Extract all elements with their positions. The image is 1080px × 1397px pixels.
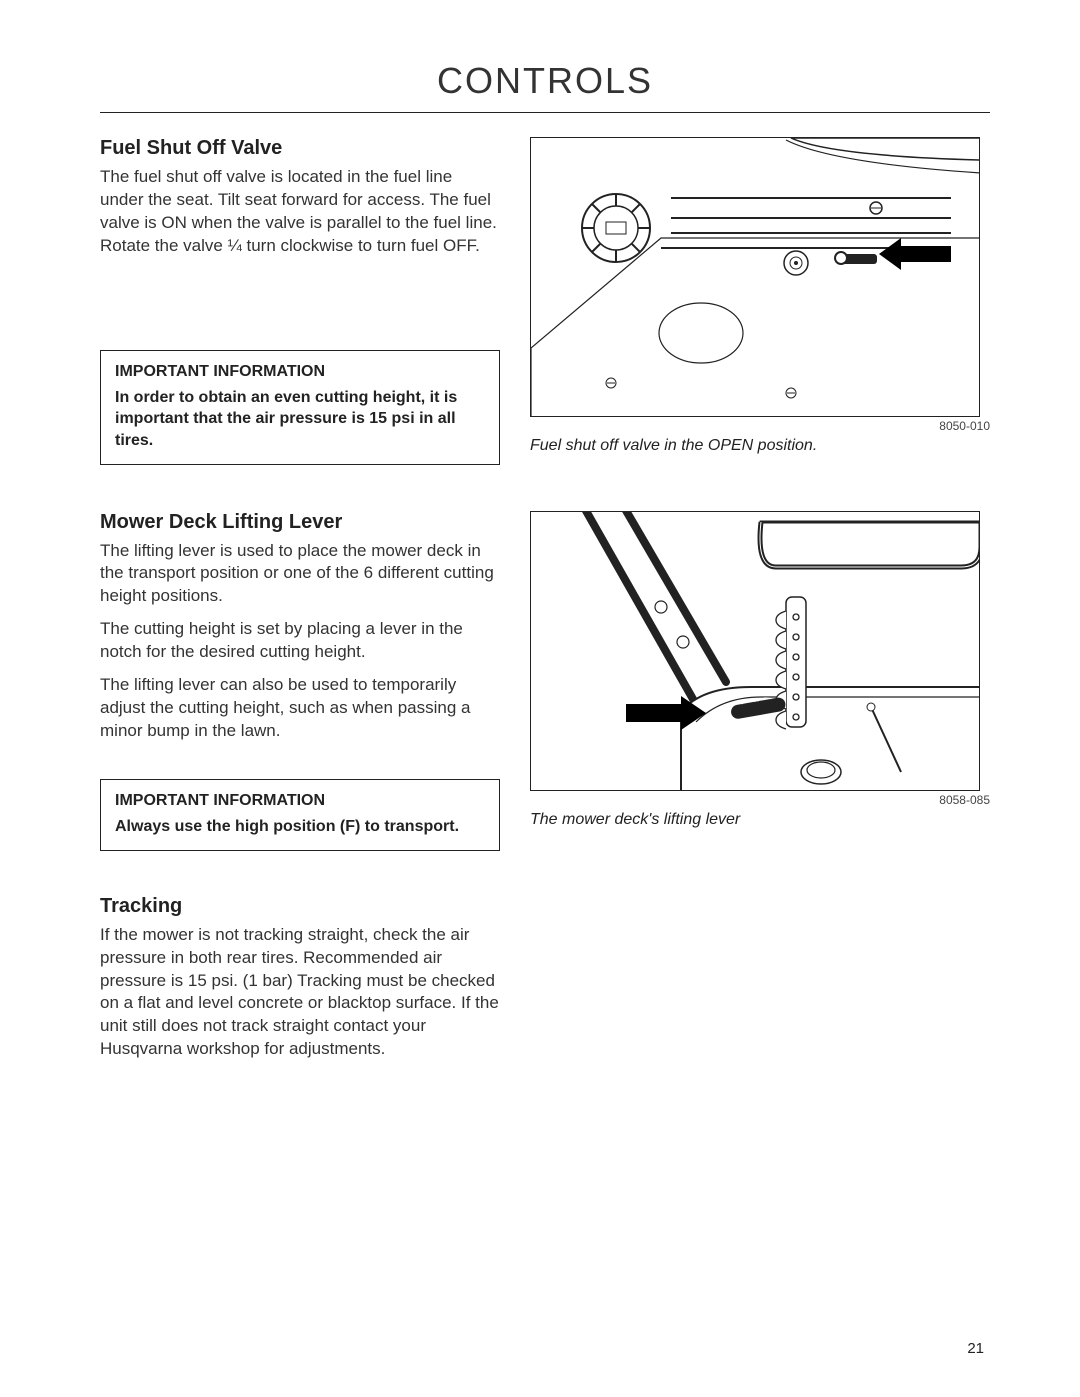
- section-lever-figure: 8058-085 The mower deck's lifting lever: [530, 511, 990, 851]
- section-tracking: Tracking If the mower is not tracking st…: [100, 895, 990, 1062]
- title-rule: [100, 112, 990, 113]
- page-title: CONTROLS: [100, 60, 990, 102]
- tracking-heading: Tracking: [100, 895, 500, 918]
- tracking-body: If the mower is not tracking straight, c…: [100, 924, 500, 1062]
- lever-p3: The lifting lever can also be used to te…: [100, 674, 500, 743]
- fuel-info-title: IMPORTANT INFORMATION: [115, 363, 485, 381]
- section-fuel-figure: 8050-010 Fuel shut off valve in the OPEN…: [530, 137, 990, 465]
- fuel-info-box: IMPORTANT INFORMATION In order to obtain…: [100, 350, 500, 465]
- lever-figure-caption: The mower deck's lifting lever: [530, 811, 990, 829]
- section-fuel-text: Fuel Shut Off Valve The fuel shut off va…: [100, 137, 500, 465]
- fuel-figure-caption: Fuel shut off valve in the OPEN position…: [530, 437, 990, 455]
- lever-info-box: IMPORTANT INFORMATION Always use the hig…: [100, 779, 500, 851]
- fuel-heading: Fuel Shut Off Valve: [100, 137, 500, 160]
- section-fuel: Fuel Shut Off Valve The fuel shut off va…: [100, 137, 990, 465]
- fuel-figure-id: 8050-010: [530, 419, 990, 433]
- fuel-valve-diagram: [531, 138, 980, 417]
- lever-info-body: Always use the high position (F) to tran…: [115, 816, 485, 838]
- lifting-lever-diagram: [531, 512, 980, 791]
- document-page: CONTROLS Fuel Shut Off Valve The fuel sh…: [0, 0, 1080, 1397]
- fuel-body: The fuel shut off valve is located in th…: [100, 166, 500, 258]
- lever-figure-id: 8058-085: [530, 793, 990, 807]
- fuel-info-body: In order to obtain an even cutting heigh…: [115, 387, 485, 452]
- section-lever-text: Mower Deck Lifting Lever The lifting lev…: [100, 511, 500, 851]
- lever-figure-frame: [530, 511, 980, 791]
- lever-p1: The lifting lever is used to place the m…: [100, 540, 500, 609]
- lever-info-title: IMPORTANT INFORMATION: [115, 792, 485, 810]
- lever-heading: Mower Deck Lifting Lever: [100, 511, 500, 534]
- lever-p2: The cutting height is set by placing a l…: [100, 618, 500, 664]
- section-lever: Mower Deck Lifting Lever The lifting lev…: [100, 511, 990, 851]
- fuel-figure-frame: [530, 137, 980, 417]
- page-number: 21: [967, 1340, 984, 1357]
